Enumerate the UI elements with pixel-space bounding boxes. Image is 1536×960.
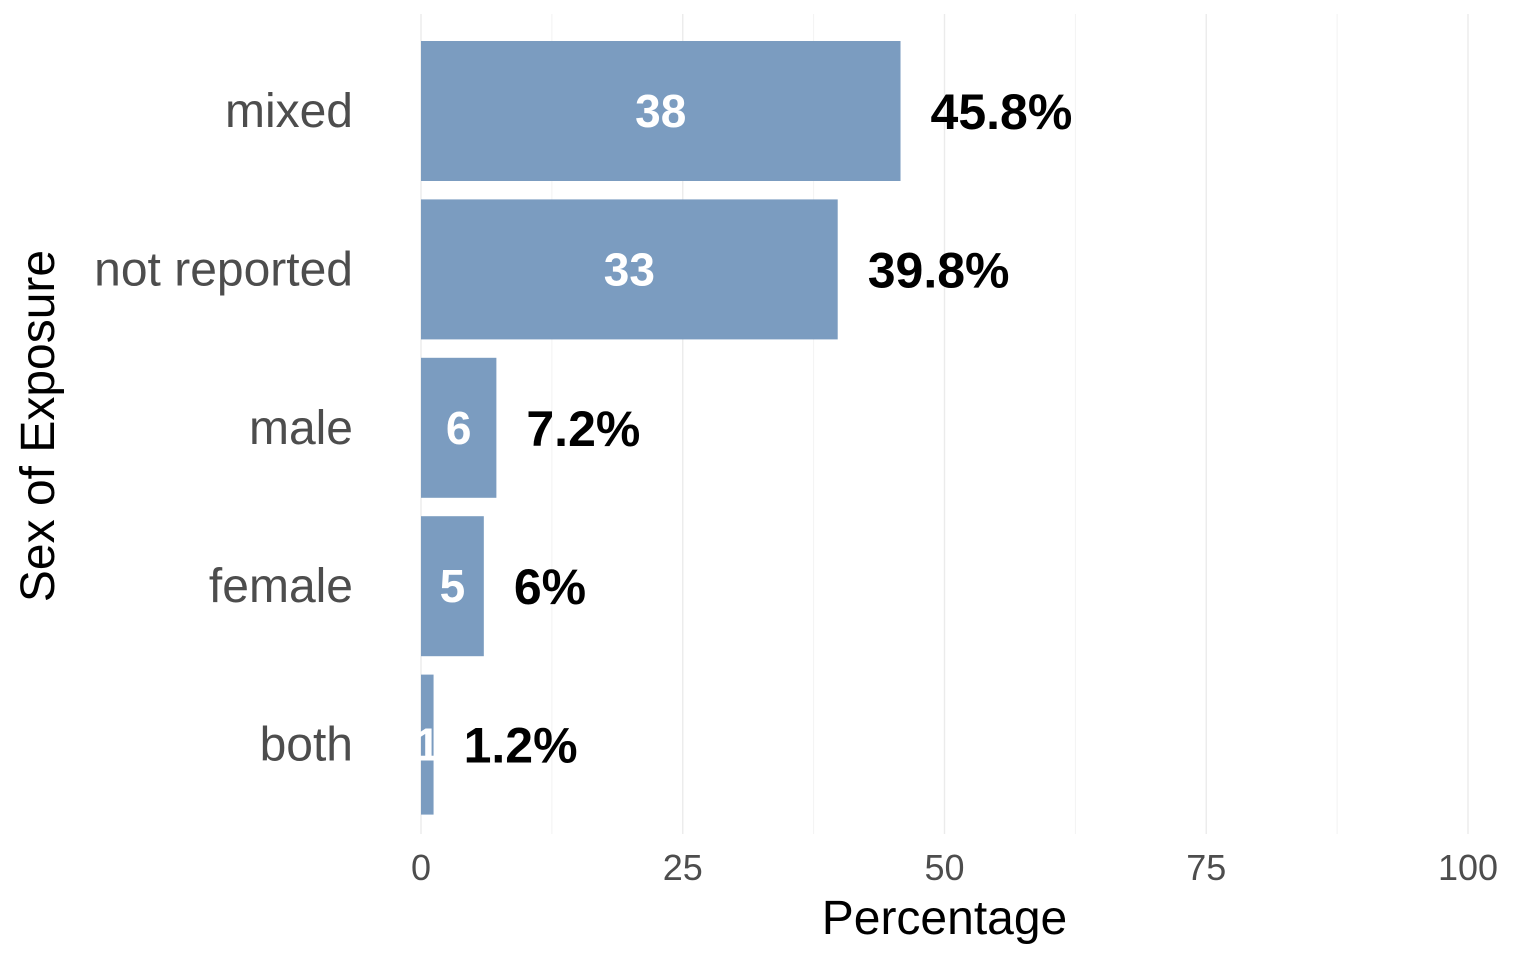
- count-label: 38: [635, 85, 686, 137]
- percentage-label: 1.2%: [464, 718, 578, 774]
- category-label: not reported: [94, 243, 353, 296]
- category-label: female: [209, 560, 353, 613]
- x-tick-label: 25: [663, 847, 703, 888]
- x-axis-title: Percentage: [822, 892, 1068, 945]
- count-label: 6: [446, 402, 472, 454]
- bar: [421, 516, 484, 657]
- x-tick-label: 75: [1186, 847, 1226, 888]
- bar: [421, 199, 838, 340]
- percentage-label: 6%: [514, 559, 586, 615]
- count-label: 5: [440, 560, 466, 612]
- count-label: 33: [604, 243, 655, 295]
- bar: [421, 674, 434, 815]
- bar: [421, 357, 497, 498]
- percentage-label: 7.2%: [526, 401, 640, 457]
- count-label: 1: [414, 719, 440, 771]
- category-labels: mixed not reported male female both: [94, 85, 353, 772]
- bar: [421, 41, 901, 181]
- category-label: mixed: [225, 85, 353, 138]
- y-axis-title: Sex of Exposure: [12, 250, 65, 602]
- x-tick-label: 0: [411, 847, 431, 888]
- category-label: male: [249, 402, 353, 455]
- category-label: both: [260, 719, 353, 772]
- x-tick-label: 50: [924, 847, 964, 888]
- percentage-label: 39.8%: [868, 242, 1010, 298]
- x-tick-label: 100: [1438, 847, 1498, 888]
- x-tick-labels: 0 25 50 75 100: [411, 847, 1498, 888]
- percentage-label: 45.8%: [931, 84, 1073, 140]
- bars: 38 45.8% 33 39.8% 6 7.2% 5 6% 1 1.2%: [414, 41, 1072, 815]
